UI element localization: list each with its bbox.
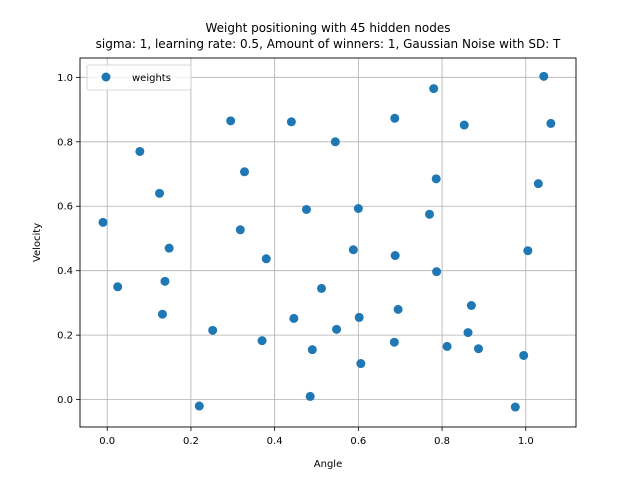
x-tick-label: 1.0	[518, 436, 534, 447]
data-point-weights	[98, 217, 108, 227]
data-point-weights	[155, 188, 165, 198]
data-point-weights	[429, 84, 439, 94]
y-tick-label: 0.2	[57, 331, 73, 342]
data-point-weights	[330, 137, 340, 147]
data-point-weights	[432, 267, 442, 277]
y-tick-label: 0.4	[57, 266, 73, 277]
data-point-weights	[235, 225, 245, 235]
data-points	[98, 71, 556, 412]
y-tick-label: 1.0	[57, 73, 73, 84]
data-point-weights	[390, 113, 400, 123]
data-point-weights	[307, 345, 317, 355]
legend-label-weights: weights	[132, 73, 171, 84]
data-point-weights	[289, 313, 299, 323]
data-point-weights	[466, 301, 476, 311]
data-point-weights	[510, 402, 520, 412]
legend: weights	[86, 64, 192, 91]
data-point-weights	[317, 283, 327, 293]
data-point-weights	[305, 391, 315, 401]
data-point-weights	[257, 336, 267, 346]
y-axis-ticks: 0.0 0.2 0.4 0.6 0.8 1.0	[57, 73, 80, 406]
y-tick-label: 0.8	[57, 137, 73, 148]
data-point-weights	[523, 246, 533, 256]
data-point-weights	[113, 282, 123, 292]
data-point-weights	[160, 276, 170, 286]
data-point-weights	[442, 341, 452, 351]
data-point-weights	[239, 167, 249, 177]
legend-marker	[101, 72, 111, 82]
data-point-weights	[539, 71, 549, 81]
data-point-weights	[463, 328, 473, 338]
data-point-weights	[393, 304, 403, 314]
grid-lines	[80, 58, 576, 427]
data-point-weights	[431, 174, 441, 184]
data-point-weights	[135, 146, 145, 156]
y-tick-label: 0.6	[57, 202, 73, 213]
data-point-weights	[164, 243, 174, 253]
x-tick-label: 0.6	[350, 436, 366, 447]
y-axis-label: Velocity	[32, 223, 43, 262]
data-point-weights	[354, 312, 364, 322]
x-tick-label: 0.4	[267, 436, 283, 447]
data-point-weights	[546, 118, 556, 128]
plot-area-frame	[79, 57, 577, 428]
data-point-weights	[226, 116, 236, 126]
data-point-weights	[353, 204, 363, 214]
chart-title: Weight positioning with 45 hidden nodes	[205, 21, 450, 35]
data-point-weights	[208, 325, 218, 335]
data-point-weights	[261, 254, 271, 264]
data-point-weights	[425, 209, 435, 219]
x-axis-label: Angle	[314, 459, 342, 470]
x-tick-label: 0.0	[99, 436, 115, 447]
data-point-weights	[348, 245, 358, 255]
data-point-weights	[459, 120, 469, 130]
data-point-weights	[533, 179, 543, 189]
x-axis-ticks: 0.0 0.2 0.4 0.6 0.8 1.0	[99, 427, 534, 447]
data-point-weights	[389, 337, 399, 347]
data-point-weights	[473, 344, 483, 354]
data-point-weights	[157, 309, 167, 319]
chart-subtitle: sigma: 1, learning rate: 0.5, Amount of …	[96, 37, 561, 51]
data-point-weights	[194, 401, 204, 411]
data-point-weights	[356, 359, 366, 369]
legend-box	[86, 64, 192, 91]
data-point-weights	[332, 324, 342, 334]
x-tick-label: 0.2	[183, 436, 199, 447]
x-tick-label: 0.8	[434, 436, 450, 447]
data-point-weights	[519, 350, 529, 360]
data-point-weights	[286, 117, 296, 127]
data-point-weights	[301, 204, 311, 214]
data-point-weights	[390, 251, 400, 261]
y-tick-label: 0.0	[57, 395, 73, 406]
